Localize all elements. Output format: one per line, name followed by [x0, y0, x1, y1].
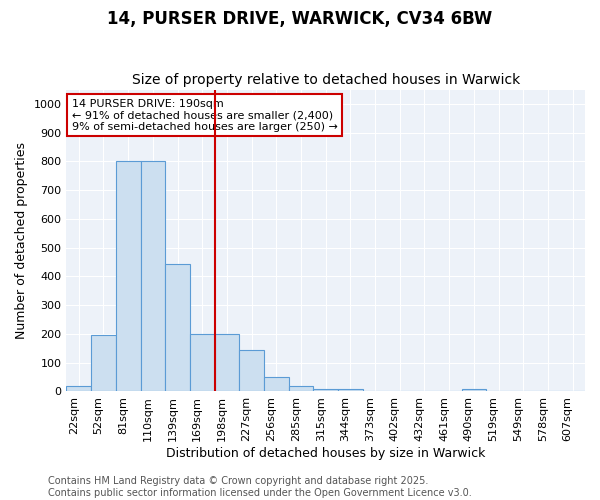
Y-axis label: Number of detached properties: Number of detached properties — [15, 142, 28, 339]
Text: 14, PURSER DRIVE, WARWICK, CV34 6BW: 14, PURSER DRIVE, WARWICK, CV34 6BW — [107, 10, 493, 28]
Bar — [67, 386, 91, 392]
X-axis label: Distribution of detached houses by size in Warwick: Distribution of detached houses by size … — [166, 447, 485, 460]
Bar — [289, 386, 313, 392]
Bar — [140, 162, 165, 392]
Bar — [461, 389, 486, 392]
Bar — [116, 162, 140, 392]
Bar — [313, 388, 338, 392]
Title: Size of property relative to detached houses in Warwick: Size of property relative to detached ho… — [131, 73, 520, 87]
Bar — [215, 334, 239, 392]
Bar — [91, 335, 116, 392]
Bar — [165, 264, 190, 392]
Text: 14 PURSER DRIVE: 190sqm
← 91% of detached houses are smaller (2,400)
9% of semi-: 14 PURSER DRIVE: 190sqm ← 91% of detache… — [71, 98, 337, 132]
Bar — [264, 377, 289, 392]
Bar — [190, 334, 215, 392]
Bar — [239, 350, 264, 392]
Text: Contains HM Land Registry data © Crown copyright and database right 2025.
Contai: Contains HM Land Registry data © Crown c… — [48, 476, 472, 498]
Bar — [338, 388, 363, 392]
